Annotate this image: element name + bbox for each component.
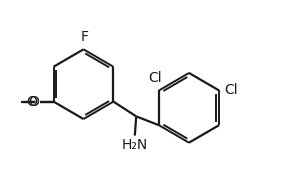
Text: O: O [26,95,37,109]
Text: methyl: methyl [0,97,21,107]
Text: Cl: Cl [149,71,162,85]
Text: H₂N: H₂N [122,138,148,152]
Text: O: O [29,95,40,109]
Text: Cl: Cl [224,83,238,97]
Text: F: F [81,30,89,44]
